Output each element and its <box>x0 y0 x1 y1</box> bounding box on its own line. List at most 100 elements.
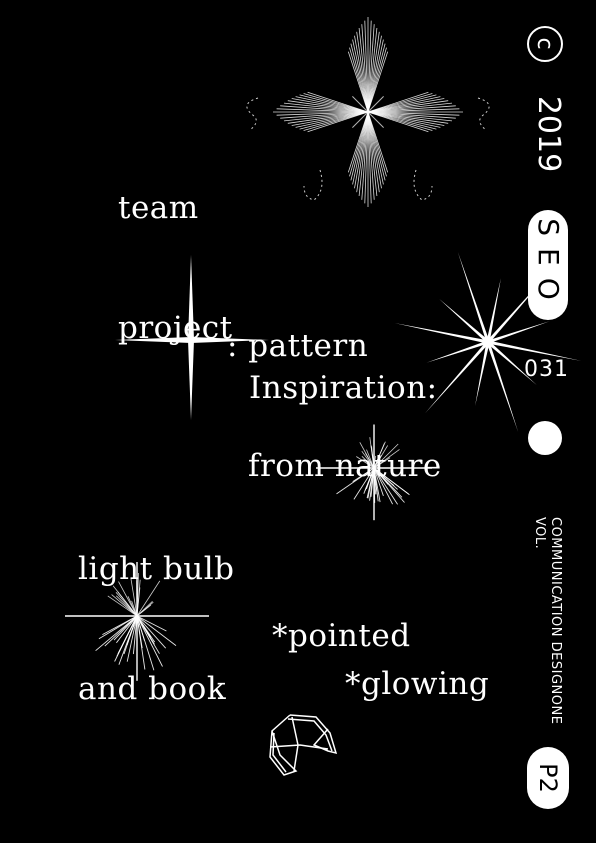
star-ray <box>367 111 378 197</box>
glow-star-graphic <box>65 562 209 681</box>
star-ray <box>356 31 369 113</box>
number-label: 031 <box>524 357 569 382</box>
star-ray <box>347 111 369 173</box>
star-ray <box>356 456 375 469</box>
star-ray <box>283 102 369 113</box>
star-ray <box>367 111 384 185</box>
star-ray <box>373 467 377 495</box>
star-ray <box>367 111 386 181</box>
star-ray <box>367 24 375 113</box>
title-line-2: project <box>118 310 233 346</box>
star-spike <box>426 340 489 363</box>
star-ray <box>112 585 138 617</box>
star-ray <box>136 615 163 667</box>
star-ray <box>130 578 138 617</box>
star-ray <box>363 467 375 494</box>
star-ray <box>367 27 378 113</box>
star-ray <box>361 111 369 200</box>
star-ray <box>299 111 369 130</box>
star-ray <box>367 51 389 113</box>
star-ray <box>358 27 369 113</box>
star-ray <box>117 615 138 655</box>
star-ray <box>280 105 369 113</box>
star-ray <box>111 594 138 617</box>
star-spike <box>486 340 537 385</box>
star-spike <box>457 251 490 343</box>
star-ray <box>136 601 154 617</box>
flower-star-graphic <box>246 17 490 207</box>
keyword-pointed: *pointed <box>272 618 411 654</box>
star-ray <box>127 596 138 617</box>
star-ray <box>359 442 375 469</box>
star-ray <box>350 111 369 181</box>
star-ray <box>136 615 167 632</box>
burst-star-graphic <box>316 424 432 521</box>
star-ray <box>364 20 369 113</box>
star-ray <box>116 615 138 644</box>
star-ray <box>373 443 399 469</box>
star-ray <box>354 35 369 113</box>
four-point-sparkle <box>115 255 269 420</box>
star-ray <box>136 615 160 654</box>
series-line-3: ONE <box>548 694 563 725</box>
title-line-1: team <box>118 190 199 226</box>
star-ray <box>367 98 445 113</box>
star-ray <box>126 615 138 662</box>
star-ray <box>367 102 453 113</box>
star-ray <box>367 43 386 113</box>
star-ray <box>295 96 369 113</box>
name-label: SEO <box>532 218 565 312</box>
year-label: 2019 <box>531 95 566 173</box>
theme-line-2: from nature <box>248 448 442 484</box>
star-ray <box>287 111 369 124</box>
star-ray <box>361 24 369 113</box>
star-ray <box>95 615 138 652</box>
star-ray <box>367 94 437 113</box>
star-ray <box>370 467 375 497</box>
star-spike <box>486 341 519 433</box>
star-ray <box>136 615 167 649</box>
theme-line-1: : pattern <box>227 328 369 364</box>
star-ray <box>352 111 369 185</box>
inspiration-line-2: and book <box>78 671 227 707</box>
star-ray <box>276 111 369 116</box>
outline-star-graphic <box>269 714 338 776</box>
star-ray <box>356 111 369 193</box>
star-ray <box>364 111 369 204</box>
star-ray <box>367 111 380 193</box>
theme-block: : pattern from nature <box>227 246 442 526</box>
series-label: COMMUNICATION DESIGN ONE VOL. <box>529 517 563 724</box>
star-ray <box>352 467 375 482</box>
dot-icon <box>528 421 562 455</box>
star-ray <box>113 615 138 641</box>
star-ray <box>367 111 375 200</box>
star-ray <box>367 111 441 128</box>
star-ray <box>373 445 389 469</box>
series-line-2: VOL. <box>532 517 547 550</box>
star-ray <box>366 467 375 499</box>
star-ray <box>367 39 384 113</box>
star-spike <box>475 341 490 406</box>
star-ray <box>367 111 456 119</box>
star-ray <box>373 441 386 469</box>
star-ray <box>283 111 369 122</box>
star-ray <box>107 595 138 617</box>
star-ray <box>136 615 146 670</box>
star-ray <box>367 35 382 113</box>
name-badge: SEO <box>528 210 568 320</box>
star-spike <box>394 323 489 344</box>
star-ray <box>367 31 380 113</box>
star-spike <box>439 299 490 344</box>
star-ray <box>367 111 449 124</box>
inspiration-block: light bulb and book <box>78 469 235 749</box>
star-ray <box>291 98 369 113</box>
star-ray <box>373 467 394 505</box>
star-ray <box>132 615 138 655</box>
star-ray <box>358 111 369 197</box>
star-ray <box>373 449 400 469</box>
keyword-glowing: *glowing <box>345 666 490 702</box>
title-block: team project <box>118 108 233 388</box>
star-ray <box>367 96 441 113</box>
star-ray <box>371 446 375 469</box>
inspiration-line-1: light bulb <box>78 551 235 587</box>
